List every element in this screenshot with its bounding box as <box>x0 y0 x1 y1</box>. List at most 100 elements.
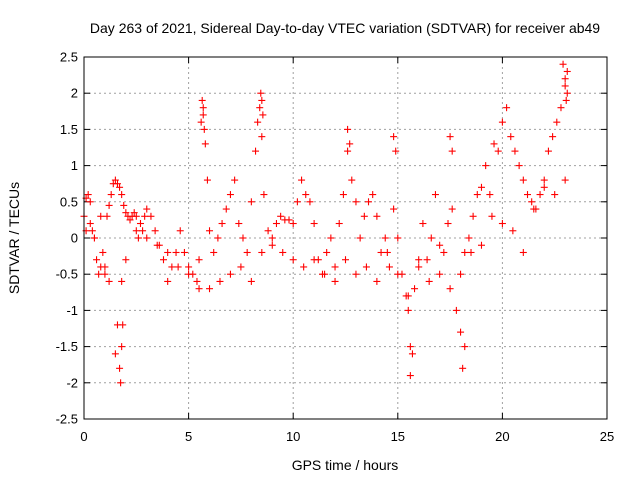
data-point <box>164 277 172 285</box>
data-point <box>469 212 477 220</box>
x-tick-label: 0 <box>80 429 87 444</box>
data-point <box>277 212 285 220</box>
data-point <box>206 227 214 235</box>
data-point <box>404 292 412 300</box>
y-tick-label: 1 <box>71 158 78 173</box>
data-point <box>259 111 267 119</box>
data-points <box>80 60 571 387</box>
data-point <box>507 133 515 141</box>
data-point <box>385 263 393 271</box>
data-point <box>84 191 92 199</box>
data-point <box>185 270 193 278</box>
data-point <box>116 364 124 372</box>
data-point <box>289 220 297 228</box>
data-point <box>216 277 224 285</box>
y-tick-label: -1 <box>66 303 78 318</box>
data-point <box>130 209 138 217</box>
data-point <box>111 176 119 184</box>
grid-lines <box>84 57 607 419</box>
data-point <box>431 191 439 199</box>
data-point <box>551 191 559 199</box>
data-point <box>86 198 94 206</box>
data-point <box>356 234 364 242</box>
data-point <box>214 234 222 242</box>
y-tick-label: 0.5 <box>60 194 78 209</box>
x-axis-label: GPS time / hours <box>292 457 399 473</box>
y-tick-label: 2.5 <box>60 50 78 65</box>
data-point <box>490 140 498 148</box>
data-point <box>321 270 329 278</box>
data-point <box>306 198 314 206</box>
data-point <box>488 212 496 220</box>
data-point <box>427 234 435 242</box>
data-point <box>116 183 124 191</box>
data-point <box>440 248 448 256</box>
data-point <box>159 256 167 264</box>
data-point <box>530 205 538 213</box>
data-point <box>247 198 255 206</box>
y-tick-label: -1.5 <box>56 339 78 354</box>
data-point <box>553 118 561 126</box>
data-point <box>243 248 251 256</box>
data-point <box>509 227 517 235</box>
data-point <box>335 220 343 228</box>
data-point <box>268 241 276 249</box>
data-point <box>448 147 456 155</box>
data-point <box>528 198 536 206</box>
data-point <box>457 270 465 278</box>
data-point <box>515 162 523 170</box>
data-point <box>563 67 571 75</box>
x-tick-label: 5 <box>185 429 192 444</box>
data-point <box>452 306 460 314</box>
data-point <box>118 191 126 199</box>
data-point <box>93 256 101 264</box>
data-point <box>176 227 184 235</box>
data-point <box>279 248 287 256</box>
data-point <box>559 60 567 68</box>
data-point <box>519 176 527 184</box>
data-point <box>331 277 339 285</box>
data-point <box>86 220 94 228</box>
data-point <box>344 147 352 155</box>
data-point <box>268 234 276 242</box>
data-point <box>373 212 381 220</box>
x-tick-label: 10 <box>286 429 300 444</box>
data-point <box>494 147 502 155</box>
data-point <box>210 248 218 256</box>
data-point <box>132 227 140 235</box>
data-point <box>377 248 385 256</box>
data-point <box>536 191 544 199</box>
data-point <box>88 227 96 235</box>
data-point <box>258 248 266 256</box>
data-point <box>239 234 247 242</box>
data-point <box>344 125 352 133</box>
data-point <box>164 248 172 256</box>
y-tick-label: -0.5 <box>56 267 78 282</box>
data-point <box>390 133 398 141</box>
data-point <box>467 248 475 256</box>
data-point <box>561 82 569 90</box>
data-point <box>457 328 465 336</box>
data-point <box>119 321 127 329</box>
data-point <box>394 234 402 242</box>
data-point <box>436 270 444 278</box>
data-point <box>461 343 469 351</box>
data-point <box>360 212 368 220</box>
data-point <box>203 176 211 184</box>
data-point <box>174 263 182 271</box>
data-point <box>272 220 280 228</box>
data-point <box>185 263 193 271</box>
data-point <box>423 256 431 264</box>
data-point <box>519 248 527 256</box>
data-point <box>557 104 565 112</box>
data-point <box>143 205 151 213</box>
data-point <box>254 118 262 126</box>
data-point <box>97 212 105 220</box>
data-point <box>352 198 360 206</box>
data-point <box>218 220 226 228</box>
data-point <box>477 241 485 249</box>
data-point <box>136 220 144 228</box>
data-point <box>524 191 532 199</box>
data-point <box>90 234 98 242</box>
data-point <box>252 147 260 155</box>
